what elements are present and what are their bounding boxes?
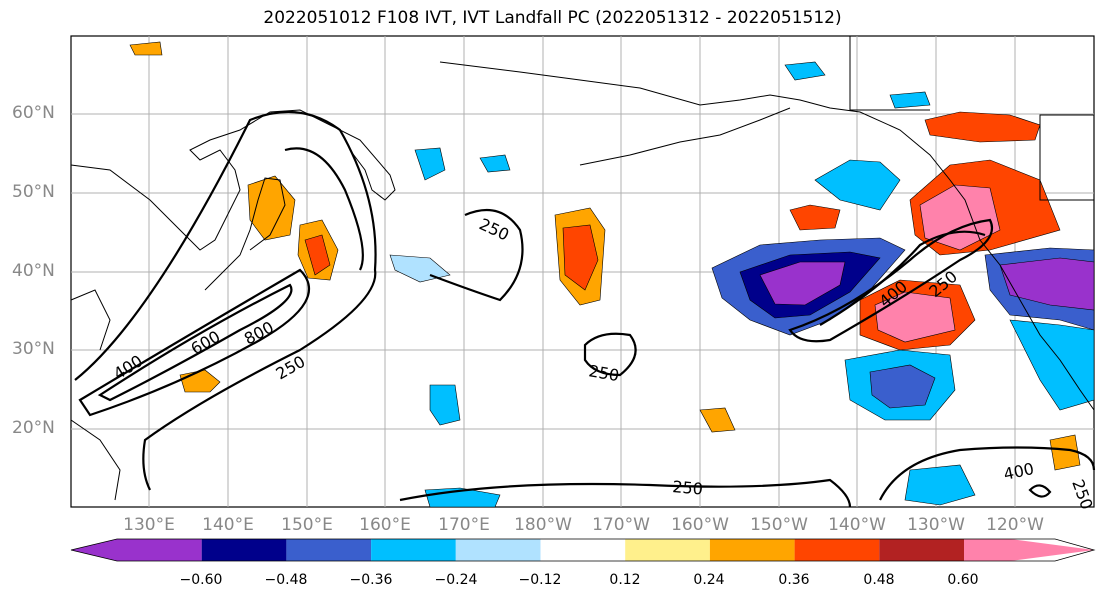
colorbar-swatch	[879, 539, 964, 561]
colorbar-tick-label: 0.24	[693, 572, 725, 588]
colorbar-tick-label: −0.60	[179, 572, 223, 588]
lon-label: 170°E	[438, 515, 490, 535]
lon-label: 130°W	[907, 515, 965, 535]
ivt-contours	[74, 110, 1096, 508]
map-title: 2022051012 F108 IVT, IVT Landfall PC (20…	[263, 8, 842, 28]
colorbar-swatch	[371, 539, 456, 561]
colorbar-swatch	[455, 539, 541, 561]
lon-label: 150°W	[750, 515, 808, 535]
colorbar-swatch	[540, 539, 626, 561]
filled-patches	[129, 41, 1095, 508]
colorbar-tick-label: 0.36	[778, 572, 810, 588]
lon-label: 160°W	[671, 515, 729, 535]
lon-label: 160°E	[359, 515, 411, 535]
coastlines	[70, 36, 1095, 501]
lon-label: 150°E	[281, 515, 333, 535]
colorbar-swatch	[71, 539, 202, 561]
colorbar	[70, 538, 1096, 562]
lat-label: 20°N	[12, 418, 55, 438]
lon-label: 170°W	[592, 515, 650, 535]
colorbar-tick-label: −0.12	[518, 572, 562, 588]
colorbar-tick-label: 0.12	[609, 572, 641, 588]
lat-label: 40°N	[12, 261, 55, 281]
colorbar-swatch	[286, 539, 372, 561]
contour-label: 250	[672, 477, 704, 499]
colorbar-tick-label: −0.24	[434, 572, 478, 588]
colorbar-tick-label: −0.36	[349, 572, 393, 588]
colorbar-swatch	[794, 539, 880, 561]
colorbar-tick-label: −0.48	[264, 572, 308, 588]
lat-label: 50°N	[12, 182, 55, 202]
lon-label: 140°E	[202, 515, 254, 535]
colorbar-outline	[70, 538, 1096, 562]
lon-label: 180°W	[514, 515, 572, 535]
colorbar-swatch	[201, 539, 287, 561]
colorbar-swatch	[964, 539, 1094, 561]
colorbar-swatch	[709, 539, 795, 561]
lat-label: 30°N	[12, 339, 55, 359]
lon-label: 120°W	[986, 515, 1044, 535]
colorbar-tick-label: 0.48	[863, 572, 895, 588]
colorbar-swatch	[625, 539, 710, 561]
lat-label: 60°N	[12, 103, 55, 123]
lon-label: 140°W	[828, 515, 886, 535]
lon-label: 130°E	[123, 515, 175, 535]
colorbar-tick-label: 0.60	[947, 572, 979, 588]
